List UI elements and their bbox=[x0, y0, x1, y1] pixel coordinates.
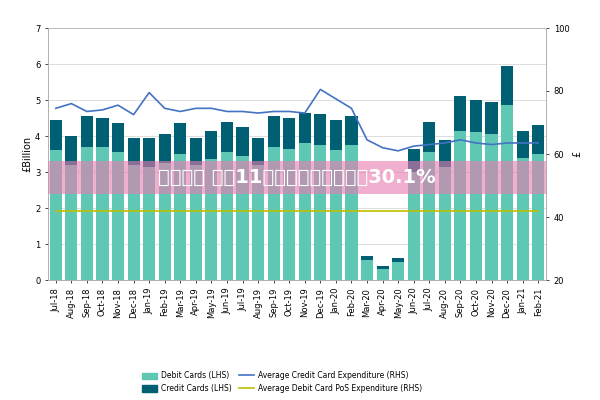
Bar bbox=[377, 269, 389, 280]
Bar bbox=[50, 150, 62, 280]
Bar bbox=[236, 127, 248, 156]
Bar bbox=[439, 140, 451, 167]
Bar bbox=[330, 150, 342, 280]
Bar bbox=[158, 163, 171, 280]
Bar bbox=[143, 138, 155, 167]
Bar bbox=[128, 165, 140, 280]
Bar bbox=[330, 120, 342, 150]
Bar bbox=[392, 258, 404, 262]
Bar bbox=[190, 165, 202, 280]
Bar bbox=[470, 100, 482, 132]
Bar bbox=[65, 165, 77, 280]
Bar bbox=[470, 132, 482, 280]
Bar bbox=[65, 136, 77, 165]
Bar bbox=[143, 167, 155, 280]
Bar bbox=[346, 116, 358, 145]
Bar bbox=[517, 130, 529, 158]
Bar bbox=[407, 172, 420, 280]
Bar bbox=[485, 134, 497, 280]
Bar bbox=[81, 147, 93, 280]
Bar bbox=[532, 125, 544, 154]
Bar bbox=[361, 260, 373, 280]
Bar bbox=[112, 152, 124, 280]
Bar bbox=[314, 114, 326, 145]
Bar bbox=[283, 118, 295, 149]
Bar bbox=[392, 262, 404, 280]
Bar bbox=[423, 152, 436, 280]
Bar bbox=[48, 161, 546, 194]
Bar bbox=[299, 143, 311, 280]
Bar bbox=[252, 165, 264, 280]
Bar bbox=[268, 147, 280, 280]
Bar bbox=[454, 130, 466, 280]
Bar bbox=[532, 154, 544, 280]
Bar bbox=[205, 160, 217, 280]
Bar bbox=[501, 66, 513, 106]
Bar bbox=[268, 116, 280, 147]
Text: 配资比例 英国11月汽车产量同比下降30.1%: 配资比例 英国11月汽车产量同比下降30.1% bbox=[158, 168, 436, 187]
Bar bbox=[501, 106, 513, 280]
Bar bbox=[517, 158, 529, 280]
Bar bbox=[314, 145, 326, 280]
Bar bbox=[174, 154, 187, 280]
Bar bbox=[112, 124, 124, 152]
Bar bbox=[377, 266, 389, 269]
Y-axis label: £Billion: £Billion bbox=[22, 136, 32, 172]
Bar bbox=[485, 102, 497, 134]
Bar bbox=[221, 122, 233, 152]
Bar bbox=[346, 145, 358, 280]
Bar bbox=[81, 116, 93, 147]
Bar bbox=[97, 118, 109, 147]
Bar bbox=[97, 147, 109, 280]
Bar bbox=[205, 130, 217, 160]
Y-axis label: £: £ bbox=[572, 151, 582, 157]
Legend: Debit Cards (LHS), Credit Cards (LHS), Average Credit Card Expenditure (RHS), Av: Debit Cards (LHS), Credit Cards (LHS), A… bbox=[139, 368, 425, 396]
Bar bbox=[128, 138, 140, 165]
Bar bbox=[423, 122, 436, 152]
Bar bbox=[252, 138, 264, 165]
Bar bbox=[158, 134, 171, 163]
Bar bbox=[283, 149, 295, 280]
Bar bbox=[407, 149, 420, 172]
Bar bbox=[361, 256, 373, 260]
Bar bbox=[50, 120, 62, 150]
Bar bbox=[236, 156, 248, 280]
Bar bbox=[174, 124, 187, 154]
Bar bbox=[221, 152, 233, 280]
Bar bbox=[190, 138, 202, 165]
Bar bbox=[439, 167, 451, 280]
Bar bbox=[299, 113, 311, 143]
Bar bbox=[454, 96, 466, 130]
